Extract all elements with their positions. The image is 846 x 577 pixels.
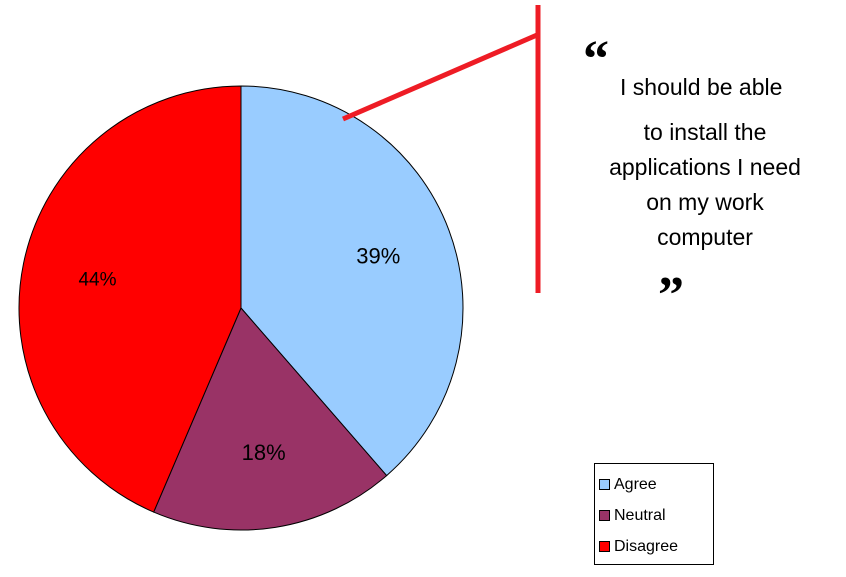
legend-label-neutral: Neutral [614, 506, 666, 524]
quote-line: to install the [643, 119, 767, 145]
pie-value-label-neutral: 18% [242, 440, 286, 465]
legend-label-disagree: Disagree [614, 537, 679, 555]
pie-value-label-disagree: 44% [78, 270, 116, 291]
open-quote-mark: “ [583, 31, 609, 88]
close-quote-mark: ” [658, 267, 684, 324]
quote-line: computer [657, 224, 753, 250]
pie-slice-agree [240, 85, 464, 477]
legend-item-agree: Agree [599, 469, 713, 500]
pie-value-labels: 39% 18% 44% [78, 244, 400, 465]
legend-label-agree: Agree [614, 475, 657, 493]
pie-slices [18, 85, 464, 531]
legend-swatch-agree [599, 479, 610, 490]
pie-slice-disagree [18, 85, 242, 513]
callout-connector-line [342, 32, 538, 122]
quote-line: applications I need [609, 154, 801, 180]
chart-legend: Agree Neutral Disagree [594, 463, 714, 565]
legend-item-disagree: Disagree [599, 531, 713, 562]
quote-line: I should be able [620, 74, 783, 100]
legend-swatch-neutral [599, 510, 610, 521]
pie-slice-neutral [153, 307, 388, 531]
pie-value-label-agree: 39% [356, 244, 400, 269]
legend-item-neutral: Neutral [599, 500, 713, 531]
legend-swatch-disagree [599, 541, 610, 552]
quote-line: on my work [646, 189, 764, 215]
